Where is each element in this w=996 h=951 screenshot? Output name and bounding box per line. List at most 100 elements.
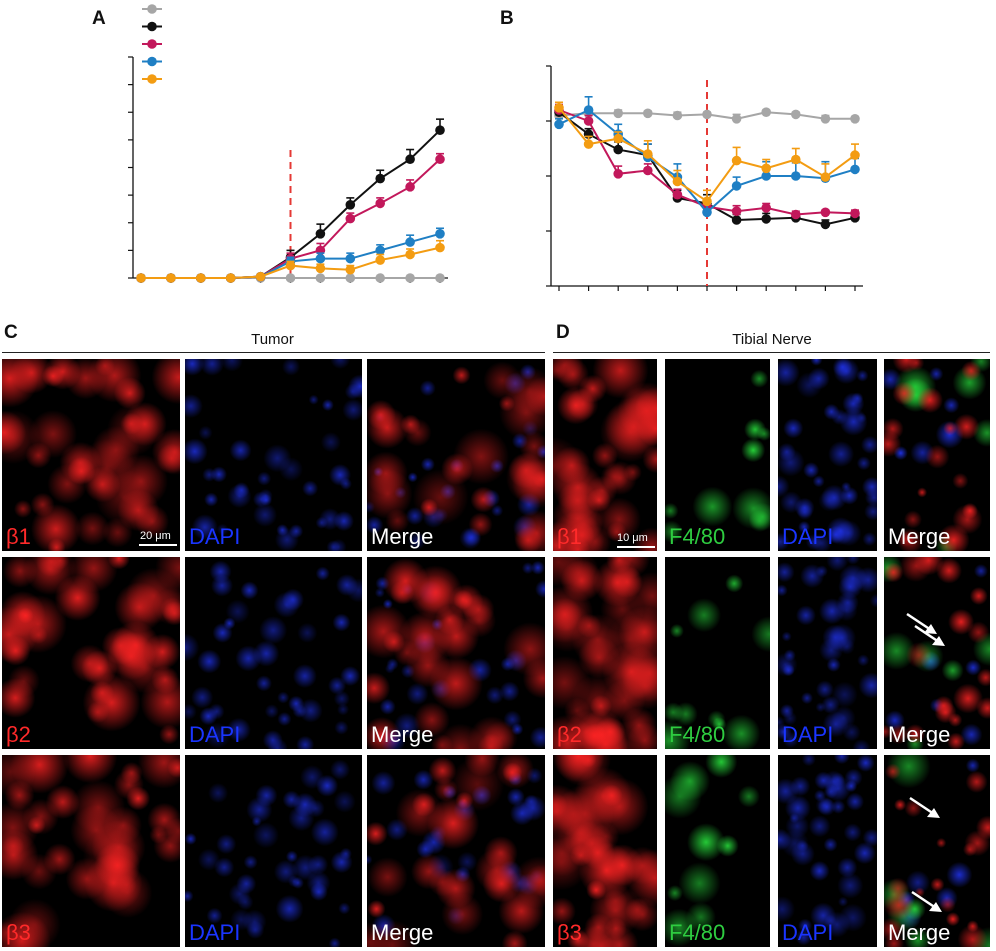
nerve-tile-beta: β2 xyxy=(553,557,657,749)
panel-c-letter: C xyxy=(4,322,18,343)
data-point xyxy=(791,209,801,220)
panel-d-letter: D xyxy=(556,322,570,343)
tumor-tile-merge: Merge xyxy=(367,557,545,749)
scale-bar xyxy=(617,546,655,548)
nerve-tile-f480: F4/80 xyxy=(665,755,770,947)
data-point xyxy=(196,273,206,283)
section-d-rule xyxy=(553,352,990,353)
data-point xyxy=(375,245,386,256)
data-point xyxy=(702,109,712,120)
series-sr xyxy=(136,239,445,283)
data-point xyxy=(791,171,801,181)
tumor-tile-dapi: DAPI xyxy=(185,557,362,749)
data-point xyxy=(345,264,356,275)
tumor-tile-dapi: DAPI xyxy=(185,359,362,551)
section-c-rule xyxy=(2,352,545,353)
chart-b-pwt xyxy=(546,65,863,291)
data-point xyxy=(672,176,683,187)
section-c-title: Tumor xyxy=(251,331,294,348)
data-point xyxy=(583,116,594,126)
data-point xyxy=(820,172,831,182)
data-point xyxy=(850,164,860,175)
data-point xyxy=(643,108,653,119)
nerve-tile-dapi: DAPI xyxy=(778,359,877,551)
data-point xyxy=(613,169,623,179)
channel-label: DAPI xyxy=(782,920,834,945)
data-point xyxy=(850,150,860,160)
legend-marker xyxy=(147,21,157,32)
legend-marker xyxy=(147,56,157,67)
data-point xyxy=(731,206,742,216)
legend-marker xyxy=(147,74,157,84)
channel-label: DAPI xyxy=(782,722,834,747)
data-point xyxy=(613,133,623,144)
data-point xyxy=(345,213,356,224)
tumor-tile-beta: β1 xyxy=(2,359,180,551)
channel-label: Merge xyxy=(888,920,951,945)
data-point xyxy=(435,273,445,283)
data-point xyxy=(375,173,386,184)
channel-label: Merge xyxy=(888,722,951,747)
arrow-icon xyxy=(914,624,945,646)
panel-a-letter: A xyxy=(92,8,106,29)
data-point xyxy=(435,154,445,165)
data-point xyxy=(375,273,386,283)
legend-marker xyxy=(147,4,157,14)
data-point xyxy=(225,273,236,283)
channel-label: F4/80 xyxy=(669,920,726,945)
channel-label: β2 xyxy=(557,722,582,747)
data-point xyxy=(761,171,771,181)
nerve-tile-beta: β3 xyxy=(553,755,657,947)
nerve-tile-f480: F4/80 xyxy=(665,359,770,551)
channel-label: Merge xyxy=(888,524,951,549)
tumor-tile-beta: β3 xyxy=(2,755,180,947)
chart-a-tumor-size xyxy=(128,4,448,283)
data-point xyxy=(405,237,415,247)
data-point xyxy=(315,253,326,264)
data-point xyxy=(375,198,386,209)
data-point xyxy=(583,139,594,149)
tumor-tile-beta: β2 xyxy=(2,557,180,749)
data-point xyxy=(166,273,176,283)
data-point xyxy=(761,163,771,174)
data-point xyxy=(731,181,742,191)
data-point xyxy=(761,107,771,117)
data-point xyxy=(583,105,594,115)
channel-label: β3 xyxy=(557,920,582,945)
nerve-tile-merge: Merge xyxy=(884,755,990,947)
nerve-tile-f480: F4/80 xyxy=(665,557,770,749)
scale-bar xyxy=(139,544,177,546)
data-point xyxy=(405,154,415,165)
data-point xyxy=(791,154,801,165)
nerve-tile-merge: Merge xyxy=(884,557,990,749)
data-point xyxy=(643,165,653,176)
data-point xyxy=(731,114,742,124)
data-point xyxy=(613,144,623,155)
channel-label: F4/80 xyxy=(669,722,726,747)
data-point xyxy=(702,207,712,218)
channel-label: DAPI xyxy=(189,524,241,549)
tumor-tile-merge: Merge xyxy=(367,359,545,551)
data-point xyxy=(435,125,445,136)
arrow-icon xyxy=(909,796,940,818)
channel-label: β2 xyxy=(6,722,31,747)
data-point xyxy=(255,271,266,282)
arrow-icon xyxy=(906,612,937,634)
data-point xyxy=(345,253,356,264)
channel-label: Merge xyxy=(371,920,434,945)
data-point xyxy=(850,208,860,219)
data-point xyxy=(285,260,296,271)
data-point xyxy=(345,273,356,283)
data-point xyxy=(554,119,564,130)
data-point xyxy=(791,109,801,120)
channel-label: β1 xyxy=(557,524,582,549)
data-point xyxy=(435,229,445,239)
series-sham xyxy=(554,107,860,124)
data-point xyxy=(435,242,445,253)
legend-marker xyxy=(147,39,157,49)
data-point xyxy=(731,215,742,225)
data-point xyxy=(731,155,742,166)
channel-label: β1 xyxy=(6,524,31,549)
data-point xyxy=(375,255,386,265)
channel-label: Merge xyxy=(371,722,434,747)
